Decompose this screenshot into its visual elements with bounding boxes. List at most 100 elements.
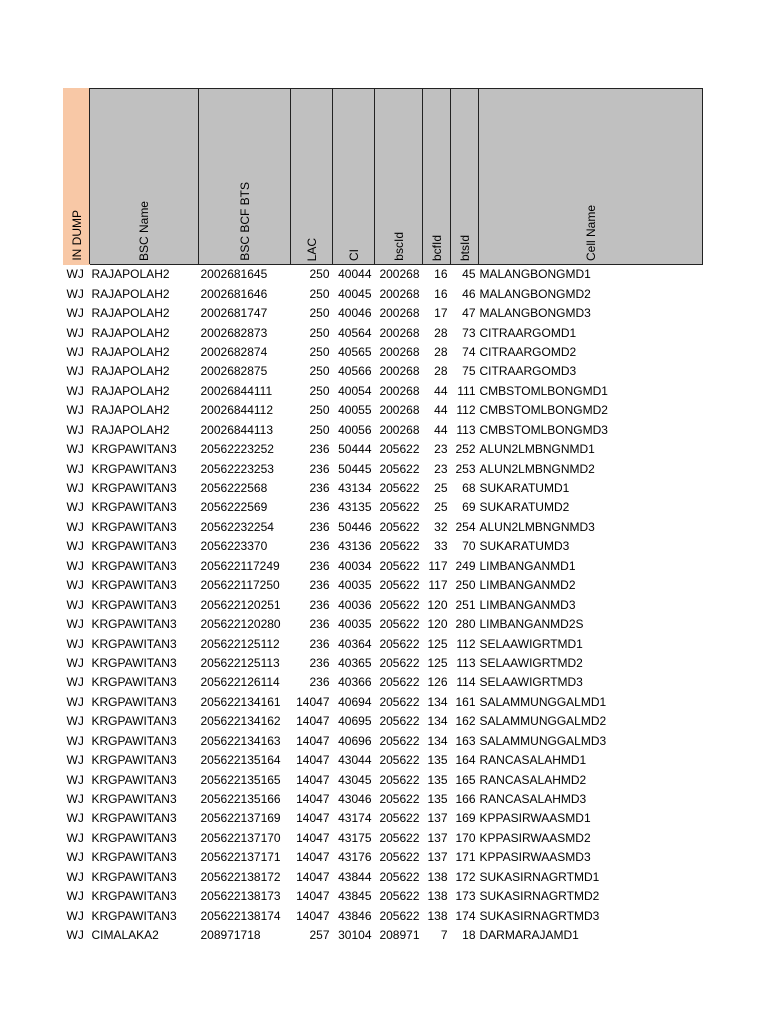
bcfid-cell[interactable]: 17 <box>434 306 448 321</box>
bcfid-cell[interactable]: 120 <box>427 617 448 632</box>
lac-cell[interactable]: 236 <box>309 636 330 651</box>
bcfid-cell[interactable]: 16 <box>434 267 448 282</box>
cell-name-cell[interactable]: MALANGBONGMD2 <box>479 286 591 301</box>
bsc-bcf-bts-cell[interactable]: 2002681747 <box>200 306 268 321</box>
lac-cell[interactable]: 14047 <box>296 889 330 904</box>
ci-cell[interactable]: 43045 <box>338 772 372 787</box>
bsc-name-cell[interactable]: RAJAPOLAH2 <box>91 286 170 301</box>
bcfid-cell[interactable]: 135 <box>427 753 448 768</box>
bscid-cell[interactable]: 205622 <box>379 792 420 807</box>
ci-cell[interactable]: 40056 <box>338 422 372 437</box>
in-dump-cell[interactable]: WJ <box>66 442 84 457</box>
in-dump-cell[interactable]: WJ <box>66 344 84 359</box>
bscid-cell[interactable]: 205622 <box>379 908 420 923</box>
lac-cell[interactable]: 236 <box>309 539 330 554</box>
bsc-bcf-bts-cell[interactable]: 205622134162 <box>200 714 281 729</box>
bscid-cell[interactable]: 205622 <box>379 442 420 457</box>
btsid-cell[interactable]: 112 <box>456 403 476 418</box>
cell-name-cell[interactable]: KPPASIRWAASMD1 <box>479 811 591 826</box>
cell-name-cell[interactable]: SELAAWIGRTMD2 <box>479 655 583 670</box>
cell-name-cell[interactable]: MALANGBONGMD1 <box>479 267 591 282</box>
cell-name-cell[interactable]: CMBSTOMLBONGMD3 <box>479 422 608 437</box>
bsc-bcf-bts-cell[interactable]: 205622120280 <box>200 617 281 632</box>
bsc-name-cell[interactable]: KRGPAWITAN3 <box>91 500 177 515</box>
btsid-cell[interactable]: 113 <box>456 422 476 437</box>
lac-cell[interactable]: 14047 <box>296 850 330 865</box>
cell-name-cell[interactable]: RANCASALAHMD3 <box>479 792 587 807</box>
bsc-bcf-bts-cell[interactable]: 205622137169 <box>200 811 281 826</box>
bscid-cell[interactable]: 208971 <box>379 928 420 943</box>
btsid-cell[interactable]: 74 <box>462 344 476 359</box>
ci-cell[interactable]: 43846 <box>338 908 372 923</box>
bscid-cell[interactable]: 205622 <box>379 519 420 534</box>
bsc-name-cell[interactable]: KRGPAWITAN3 <box>91 578 177 593</box>
bsc-name-cell[interactable]: KRGPAWITAN3 <box>91 617 177 632</box>
bsc-bcf-bts-cell[interactable]: 2002681645 <box>200 267 268 282</box>
bsc-bcf-bts-cell[interactable]: 205622135164 <box>200 753 281 768</box>
btsid-cell[interactable]: 249 <box>455 558 476 573</box>
cell-name-cell[interactable]: KPPASIRWAASMD3 <box>479 850 591 865</box>
btsid-cell[interactable]: 254 <box>455 519 476 534</box>
cell-name-cell[interactable]: SELAAWIGRTMD3 <box>479 675 583 690</box>
lac-cell[interactable]: 236 <box>309 675 330 690</box>
btsid-cell[interactable]: 280 <box>455 617 476 632</box>
cell-name-cell[interactable]: SUKARATUMD1 <box>479 481 570 496</box>
btsid-cell[interactable]: 174 <box>455 908 476 923</box>
bcfid-cell[interactable]: 44 <box>434 422 448 437</box>
in-dump-cell[interactable]: WJ <box>66 694 84 709</box>
in-dump-cell[interactable]: WJ <box>66 558 84 573</box>
btsid-cell[interactable]: 46 <box>462 286 476 301</box>
in-dump-cell[interactable]: WJ <box>66 908 84 923</box>
bcfid-cell[interactable]: 32 <box>434 519 448 534</box>
bscid-cell[interactable]: 205622 <box>379 772 420 787</box>
lac-cell[interactable]: 250 <box>309 403 330 418</box>
in-dump-cell[interactable]: WJ <box>66 714 84 729</box>
bsc-name-cell[interactable]: KRGPAWITAN3 <box>91 850 177 865</box>
btsid-cell[interactable]: 18 <box>462 928 476 943</box>
btsid-cell[interactable]: 169 <box>455 811 476 826</box>
header-bsc-name[interactable]: BSC Name <box>89 88 199 265</box>
btsid-cell[interactable]: 45 <box>462 267 476 282</box>
lac-cell[interactable]: 14047 <box>296 908 330 923</box>
in-dump-cell[interactable]: WJ <box>66 461 84 476</box>
bsc-bcf-bts-cell[interactable]: 205622126114 <box>200 675 280 690</box>
bsc-name-cell[interactable]: KRGPAWITAN3 <box>91 772 177 787</box>
bsc-name-cell[interactable]: KRGPAWITAN3 <box>91 830 177 845</box>
lac-cell[interactable]: 14047 <box>296 811 330 826</box>
bsc-name-cell[interactable]: KRGPAWITAN3 <box>91 694 177 709</box>
lac-cell[interactable]: 14047 <box>296 753 330 768</box>
btsid-cell[interactable]: 173 <box>455 889 476 904</box>
lac-cell[interactable]: 250 <box>309 286 330 301</box>
bcfid-cell[interactable]: 23 <box>434 461 448 476</box>
ci-cell[interactable]: 50446 <box>338 519 372 534</box>
bsc-name-cell[interactable]: RAJAPOLAH2 <box>91 422 170 437</box>
in-dump-cell[interactable]: WJ <box>66 733 84 748</box>
btsid-cell[interactable]: 114 <box>456 675 476 690</box>
lac-cell[interactable]: 236 <box>309 500 330 515</box>
cell-name-cell[interactable]: CITRAARGOMD3 <box>479 364 577 379</box>
cell-name-cell[interactable]: SELAAWIGRTMD1 <box>479 636 583 651</box>
btsid-cell[interactable]: 171 <box>455 850 476 865</box>
bsc-bcf-bts-cell[interactable]: 205622134163 <box>200 733 281 748</box>
in-dump-cell[interactable]: WJ <box>66 675 84 690</box>
ci-cell[interactable]: 43134 <box>338 481 372 496</box>
bsc-name-cell[interactable]: KRGPAWITAN3 <box>91 636 177 651</box>
header-bscid[interactable]: bscId <box>374 88 423 265</box>
ci-cell[interactable]: 50445 <box>338 461 372 476</box>
ci-cell[interactable]: 43174 <box>338 811 372 826</box>
cell-name-cell[interactable]: CITRAARGOMD1 <box>479 325 577 340</box>
bscid-cell[interactable]: 200268 <box>379 422 420 437</box>
bsc-name-cell[interactable]: RAJAPOLAH2 <box>91 344 170 359</box>
btsid-cell[interactable]: 73 <box>462 325 476 340</box>
bscid-cell[interactable]: 205622 <box>379 500 420 515</box>
lac-cell[interactable]: 250 <box>309 383 330 398</box>
bsc-bcf-bts-cell[interactable]: 2002681646 <box>200 286 268 301</box>
bscid-cell[interactable]: 205622 <box>379 869 420 884</box>
in-dump-cell[interactable]: WJ <box>66 617 84 632</box>
in-dump-cell[interactable]: WJ <box>66 830 84 845</box>
bsc-name-cell[interactable]: KRGPAWITAN3 <box>91 461 177 476</box>
lac-cell[interactable]: 236 <box>309 655 330 670</box>
bcfid-cell[interactable]: 137 <box>427 811 448 826</box>
bcfid-cell[interactable]: 33 <box>434 539 448 554</box>
btsid-cell[interactable]: 112 <box>456 636 476 651</box>
